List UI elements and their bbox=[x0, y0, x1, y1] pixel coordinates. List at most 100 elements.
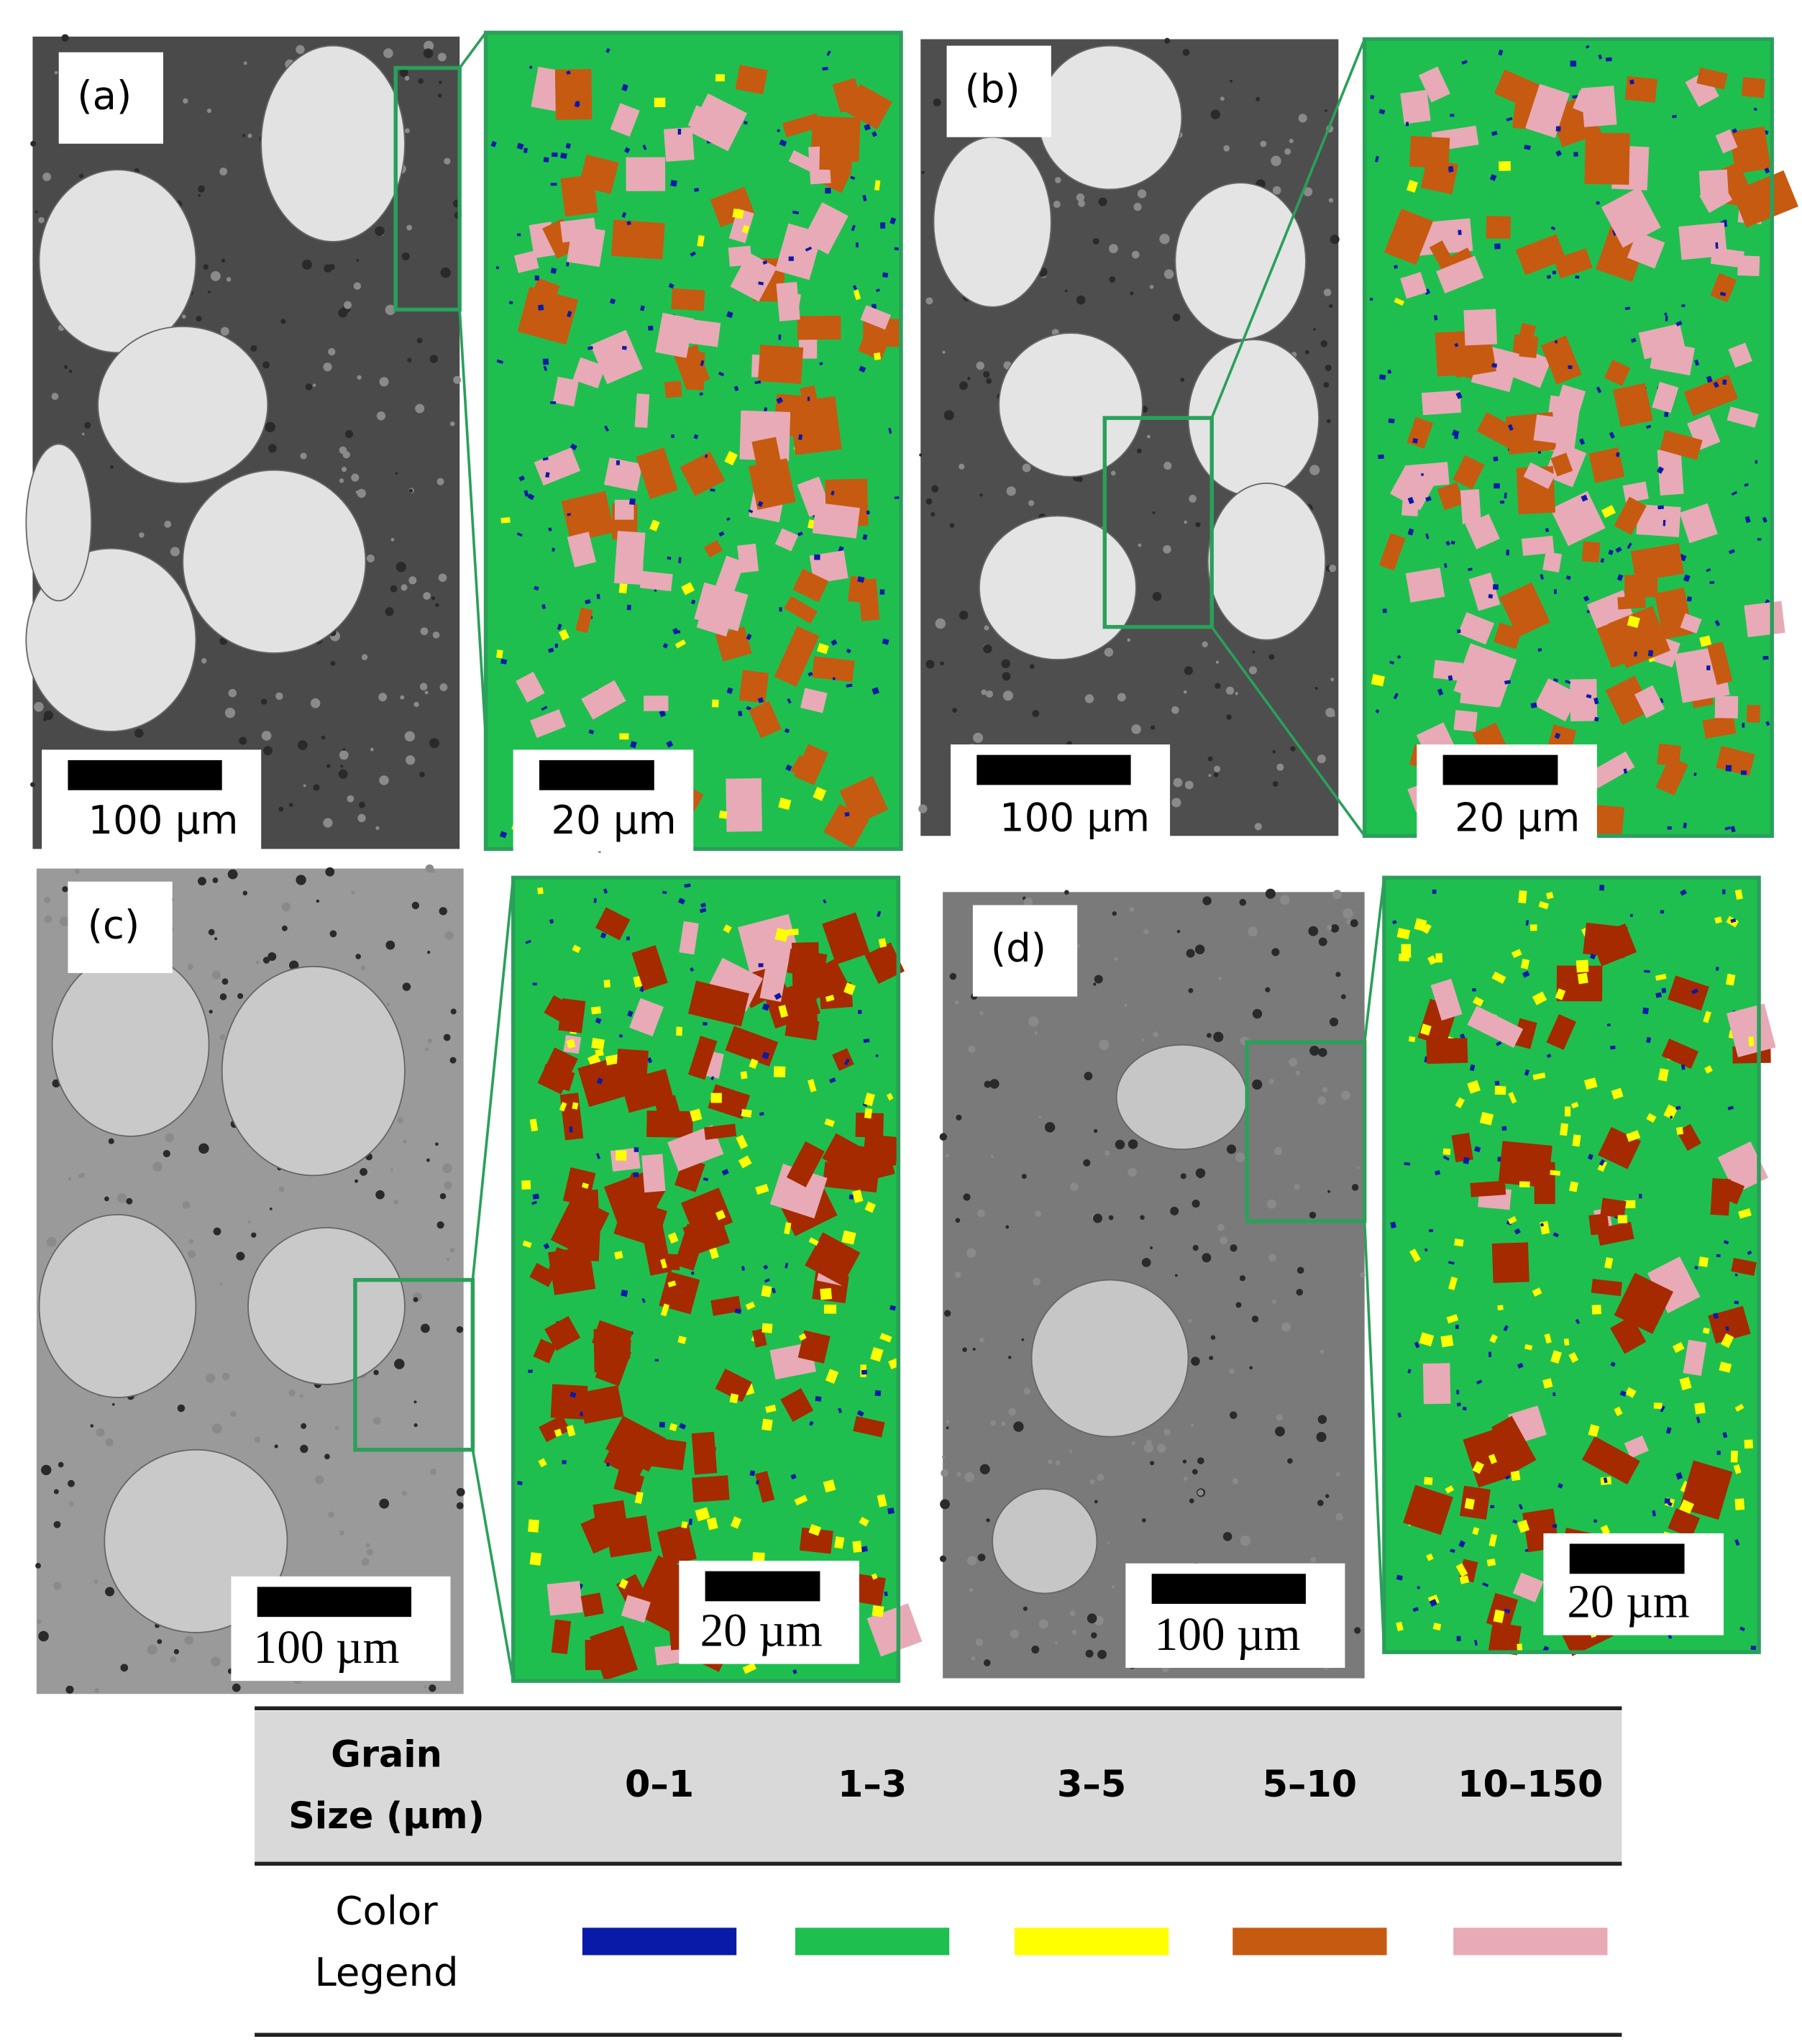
grain bbox=[1575, 1318, 1581, 1325]
grain bbox=[823, 803, 869, 849]
texture bbox=[108, 1138, 114, 1144]
grain bbox=[785, 1262, 789, 1269]
texture bbox=[1098, 1039, 1110, 1051]
texture bbox=[985, 690, 994, 698]
grain bbox=[1750, 1646, 1757, 1651]
grain bbox=[1437, 688, 1444, 696]
grain bbox=[1537, 648, 1542, 652]
grain bbox=[864, 942, 905, 984]
scale-bar bbox=[539, 759, 654, 790]
grain bbox=[660, 1259, 667, 1269]
grain bbox=[805, 246, 813, 252]
texture bbox=[206, 1373, 216, 1383]
grain bbox=[1508, 1092, 1517, 1104]
grain bbox=[1678, 222, 1727, 260]
grain bbox=[687, 1036, 718, 1080]
texture bbox=[267, 952, 277, 962]
grain bbox=[1493, 1609, 1505, 1623]
grain bbox=[1734, 1498, 1745, 1510]
texture bbox=[386, 1003, 390, 1006]
texture bbox=[323, 362, 332, 372]
grain bbox=[690, 1108, 703, 1122]
grain bbox=[1409, 1249, 1421, 1263]
grain bbox=[688, 1518, 693, 1525]
legend-color-label: Legend bbox=[314, 1949, 458, 1995]
grain bbox=[663, 127, 695, 162]
texture bbox=[1289, 138, 1294, 144]
grain bbox=[654, 97, 666, 108]
grain bbox=[1406, 122, 1409, 127]
size-range: 3–5 bbox=[1057, 1763, 1126, 1805]
texture bbox=[949, 523, 955, 528]
texture bbox=[935, 618, 946, 629]
texture bbox=[429, 355, 439, 363]
texture bbox=[967, 376, 971, 380]
texture bbox=[1252, 650, 1256, 654]
grain bbox=[691, 1431, 718, 1475]
texture bbox=[1268, 1254, 1277, 1262]
texture bbox=[432, 870, 436, 874]
texture bbox=[1152, 511, 1156, 514]
texture bbox=[227, 869, 238, 880]
texture bbox=[379, 1498, 390, 1509]
texture bbox=[1309, 1211, 1317, 1219]
grain bbox=[1382, 608, 1387, 613]
texture bbox=[977, 1553, 986, 1561]
texture bbox=[213, 1227, 221, 1236]
texture bbox=[51, 393, 59, 401]
grain bbox=[1570, 1102, 1579, 1109]
grain bbox=[875, 288, 880, 293]
grain bbox=[527, 493, 535, 501]
texture bbox=[170, 547, 180, 557]
grain bbox=[1744, 1439, 1753, 1449]
grain bbox=[787, 698, 792, 704]
grain bbox=[1713, 1313, 1719, 1319]
grain bbox=[1591, 1279, 1623, 1297]
grain bbox=[1430, 978, 1463, 1021]
texture bbox=[1192, 1244, 1199, 1251]
grain bbox=[1741, 77, 1766, 99]
grain bbox=[1506, 117, 1513, 122]
texture bbox=[170, 1656, 177, 1663]
grain bbox=[1568, 1351, 1579, 1363]
grain bbox=[779, 139, 787, 147]
grain bbox=[1597, 1160, 1608, 1172]
grain bbox=[808, 1523, 822, 1536]
texture bbox=[1232, 1478, 1238, 1484]
grain bbox=[1656, 466, 1665, 474]
grain bbox=[1657, 505, 1664, 510]
grain bbox=[664, 380, 682, 398]
texture bbox=[1260, 140, 1267, 147]
texture bbox=[1090, 1632, 1097, 1639]
grain bbox=[626, 604, 631, 611]
grain bbox=[794, 1495, 808, 1506]
grain bbox=[1590, 923, 1637, 967]
grain bbox=[1606, 1023, 1611, 1026]
grain bbox=[1504, 680, 1511, 685]
connector bbox=[1363, 877, 1386, 1043]
grain bbox=[538, 1458, 547, 1468]
texture bbox=[1267, 1199, 1277, 1209]
texture bbox=[139, 532, 145, 538]
grain bbox=[595, 1343, 632, 1387]
grain bbox=[1650, 340, 1696, 375]
grain bbox=[838, 1407, 843, 1414]
texture bbox=[360, 965, 366, 971]
grain bbox=[534, 585, 539, 591]
grain bbox=[1710, 273, 1737, 303]
grain bbox=[1435, 953, 1443, 963]
grain bbox=[629, 998, 664, 1037]
grain bbox=[778, 1005, 788, 1018]
grain bbox=[550, 1384, 588, 1420]
grain bbox=[870, 1347, 884, 1362]
texture bbox=[408, 576, 417, 585]
texture bbox=[339, 478, 344, 483]
texture bbox=[1328, 198, 1334, 203]
grain bbox=[729, 1393, 739, 1404]
texture bbox=[278, 1186, 285, 1192]
grain bbox=[1600, 1525, 1611, 1536]
grain bbox=[1511, 949, 1522, 959]
texture bbox=[1351, 1184, 1359, 1191]
texture bbox=[1284, 148, 1291, 155]
